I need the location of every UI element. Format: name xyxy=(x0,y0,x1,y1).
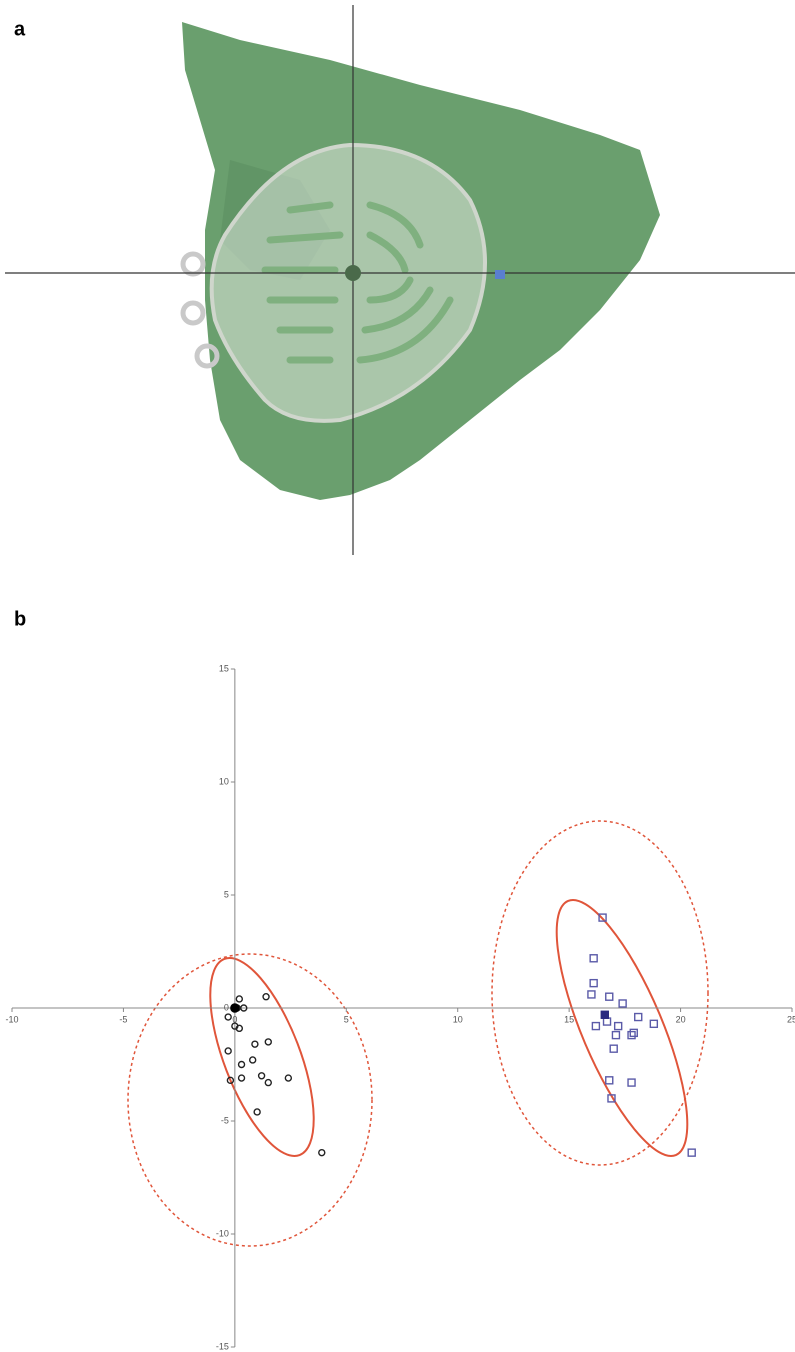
point xyxy=(230,1003,240,1013)
x-tick-label: 15 xyxy=(564,1014,574,1024)
panel-label: a xyxy=(14,18,26,40)
point xyxy=(634,1012,643,1022)
point xyxy=(226,1076,235,1085)
point xyxy=(240,1004,248,1012)
y-tick-label: 0 xyxy=(224,1002,229,1012)
y-tick-label: -10 xyxy=(216,1228,229,1238)
point xyxy=(600,1010,609,1019)
y-tick-label: 5 xyxy=(224,889,229,899)
plate-holes xyxy=(180,251,220,369)
point xyxy=(237,1074,246,1082)
ellipse-solid xyxy=(209,957,315,1157)
point xyxy=(627,1030,636,1040)
point xyxy=(224,1013,232,1021)
point xyxy=(609,1044,618,1053)
point xyxy=(589,954,598,963)
point xyxy=(264,1038,272,1046)
ellipse-solid xyxy=(555,899,689,1157)
center-marker xyxy=(345,265,361,281)
point xyxy=(598,913,607,922)
point xyxy=(253,1108,261,1116)
point xyxy=(607,1094,616,1103)
point xyxy=(251,1040,259,1048)
mesh-plate xyxy=(209,142,487,423)
point xyxy=(262,993,270,1001)
x-tick-label: 5 xyxy=(344,1014,349,1024)
point xyxy=(627,1078,636,1087)
point xyxy=(602,1017,612,1026)
point xyxy=(318,1148,326,1157)
point xyxy=(649,1019,659,1029)
point xyxy=(587,990,596,999)
ellipse-dashed xyxy=(127,953,373,1247)
y-tick-label: 15 xyxy=(219,663,229,673)
point xyxy=(611,1030,621,1040)
point xyxy=(248,1056,257,1064)
y-tick-label: -15 xyxy=(216,1341,229,1351)
point xyxy=(589,978,598,988)
point xyxy=(618,999,627,1008)
y-tick-label: 10 xyxy=(219,776,229,786)
point xyxy=(235,1024,244,1033)
point xyxy=(235,995,244,1003)
y-tick-label: -5 xyxy=(221,1115,229,1125)
point xyxy=(591,1021,601,1031)
panel-a-image xyxy=(5,5,795,555)
point xyxy=(237,1060,246,1069)
point xyxy=(605,992,614,1001)
ellipses xyxy=(127,820,709,1247)
x-tick-label: -5 xyxy=(119,1014,127,1024)
x-tick-label: -10 xyxy=(5,1014,18,1024)
x-tick-label: 0 xyxy=(232,1014,237,1024)
x-tick-label: 25 xyxy=(787,1014,795,1024)
point xyxy=(264,1078,272,1087)
x-tick-label: 20 xyxy=(676,1014,686,1024)
ellipse-dashed xyxy=(491,820,709,1166)
point xyxy=(629,1028,638,1038)
point xyxy=(284,1074,293,1082)
panel-label: b xyxy=(14,608,26,630)
point xyxy=(257,1072,266,1080)
point xyxy=(687,1148,696,1157)
x-tick-label: 10 xyxy=(453,1014,463,1024)
blue-marker xyxy=(495,270,505,279)
point xyxy=(224,1047,232,1055)
plate-slots xyxy=(261,201,454,364)
point xyxy=(613,1021,623,1031)
point xyxy=(605,1076,614,1085)
